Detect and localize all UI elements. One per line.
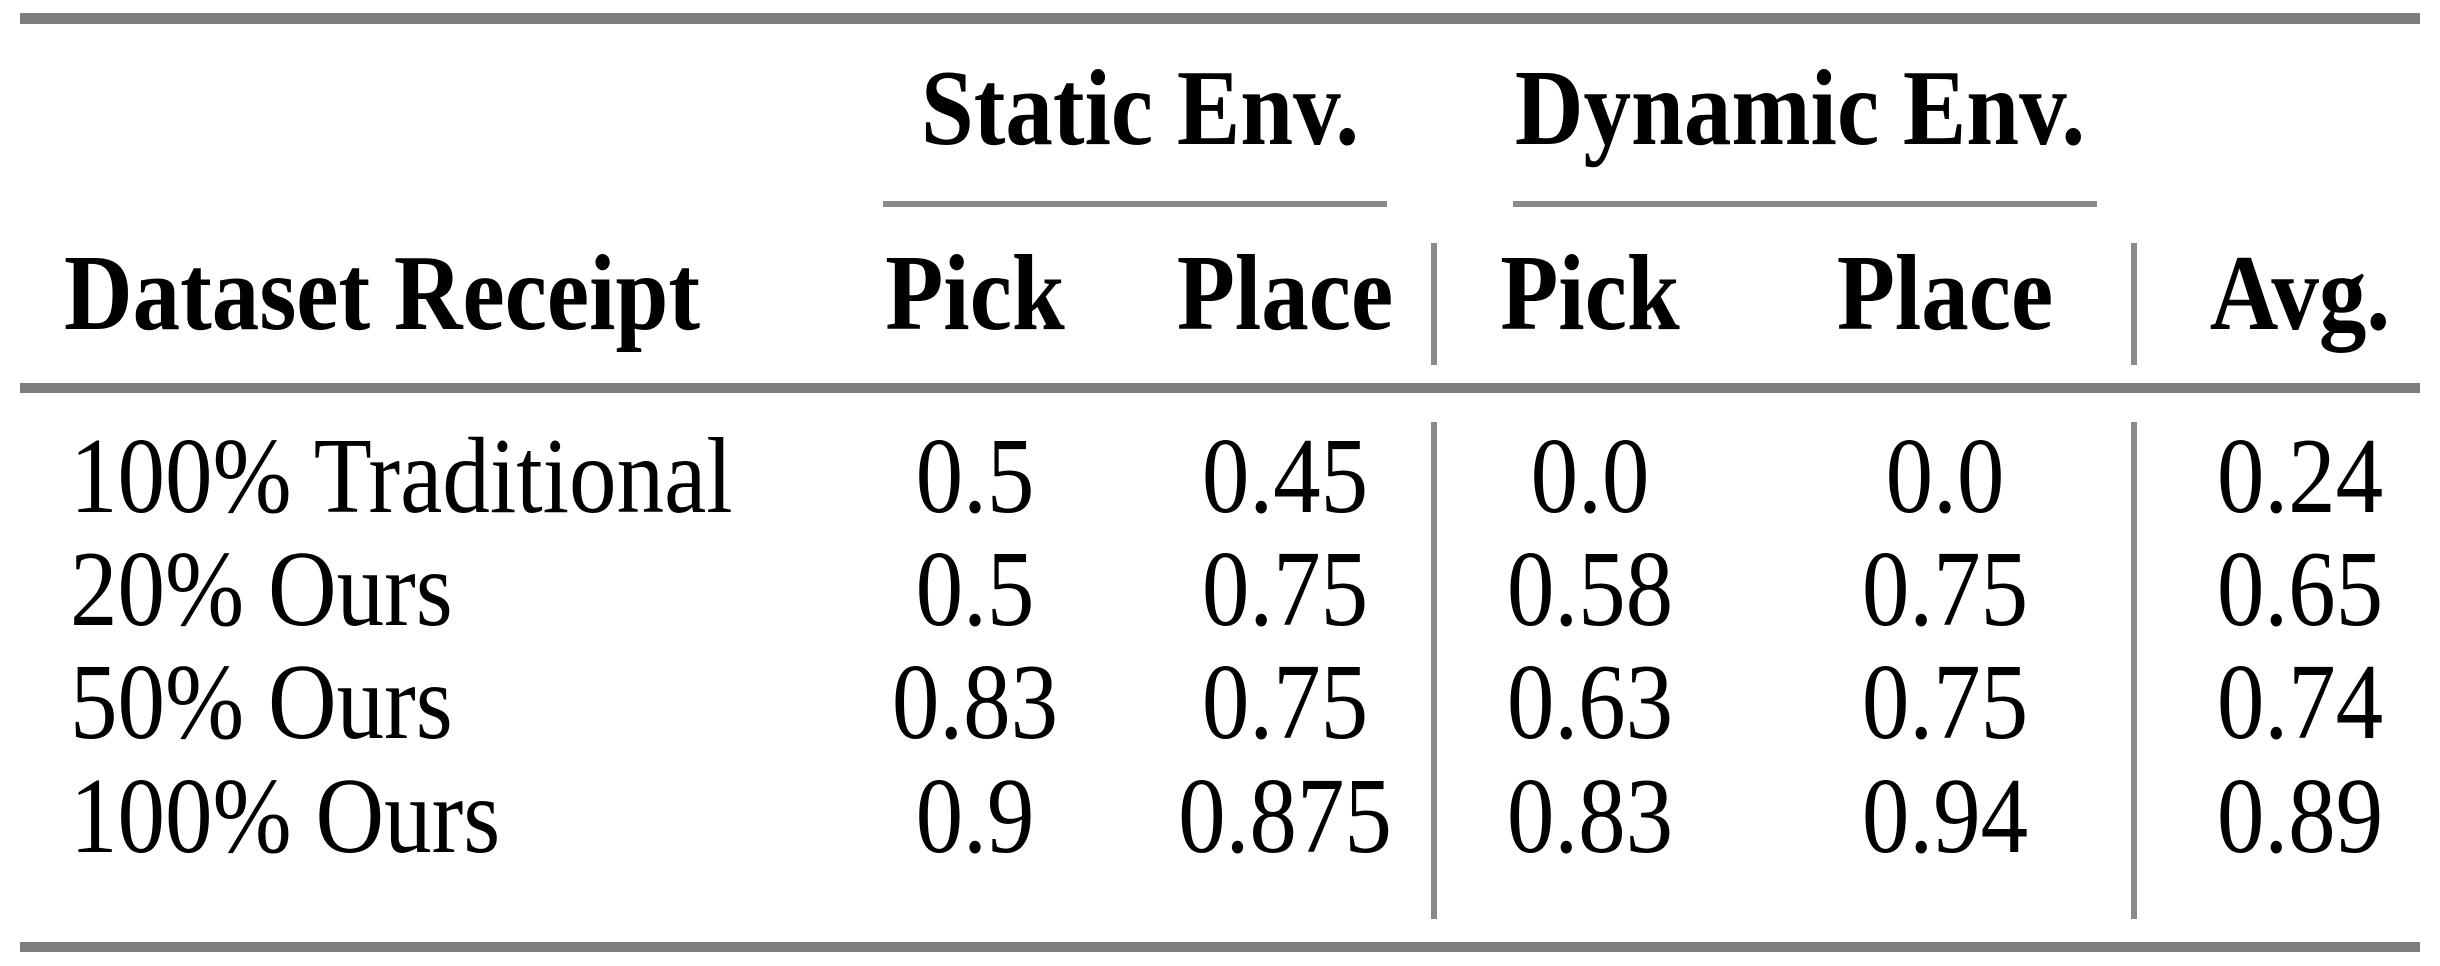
cell-static-place: 0.75 [1201,530,1369,649]
row-label: 100% Traditional [70,417,733,536]
cell-dynamic-place: 0.75 [1861,643,2029,762]
cell-avg: 0.65 [2216,530,2384,649]
cell-avg: 0.24 [2216,417,2384,536]
vertical-rule-2-header [2131,243,2137,365]
cell-dynamic-place: 0.75 [1861,530,2029,649]
cmidrule-static [883,201,1387,207]
header-dynamic-place: Place [1836,234,2054,353]
header-static-pick: Pick [885,234,1065,353]
header-dynamic-pick: Pick [1500,234,1680,353]
header-static-place: Place [1176,234,1394,353]
col-group-static-env: Static Env. [920,49,1360,168]
bottom-rule [20,942,2420,952]
vertical-rule-1-header [1431,243,1437,365]
cell-avg: 0.89 [2216,757,2384,876]
header-avg: Avg. [2209,234,2391,353]
row-label: 50% Ours [70,643,453,762]
cell-avg: 0.74 [2216,643,2384,762]
cell-static-place: 0.75 [1201,643,1369,762]
cell-static-pick: 0.83 [891,643,1059,762]
cell-dynamic-pick: 0.58 [1506,530,1674,649]
row-label: 20% Ours [70,530,453,649]
cell-static-place: 0.875 [1178,757,1392,876]
cell-static-pick: 0.9 [915,757,1035,876]
row-label: 100% Ours [70,757,501,876]
col-group-dynamic-env: Dynamic Env. [1514,49,2086,168]
top-rule [20,13,2420,24]
vertical-rule-2-body [2131,422,2137,919]
cell-dynamic-place: 0.0 [1885,417,2005,536]
header-dataset-receipt: Dataset Receipt [64,234,701,353]
cell-static-pick: 0.5 [915,530,1035,649]
cell-static-pick: 0.5 [915,417,1035,536]
cell-dynamic-pick: 0.63 [1506,643,1674,762]
cell-static-place: 0.45 [1201,417,1369,536]
cell-dynamic-place: 0.94 [1861,757,2029,876]
mid-rule [20,383,2420,393]
cell-dynamic-pick: 0.83 [1506,757,1674,876]
vertical-rule-1-body [1431,422,1437,919]
cmidrule-dynamic [1513,201,2097,207]
cell-dynamic-pick: 0.0 [1530,417,1650,536]
